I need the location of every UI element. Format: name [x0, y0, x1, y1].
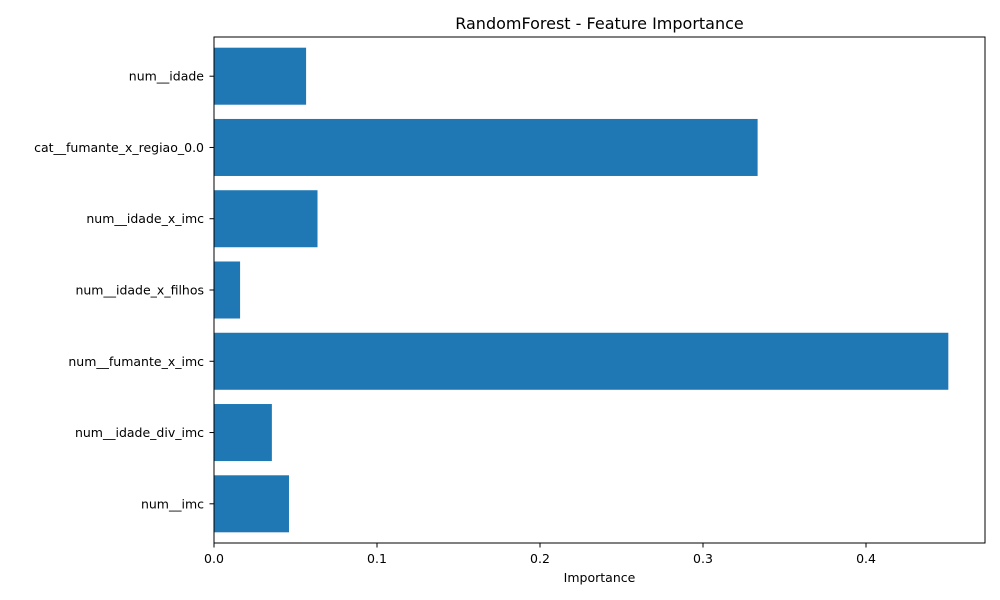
- bar-num-idade-x-filhos: [214, 261, 241, 319]
- bars-layer: [214, 47, 949, 533]
- y-tick-label: num__idade_x_imc: [86, 211, 204, 226]
- x-tick-label: 0.0: [204, 551, 224, 566]
- y-tick-label: num__idade_x_filhos: [75, 283, 204, 298]
- y-tick-label: num__imc: [141, 496, 204, 511]
- y-tick-label: cat__fumante_x_regiao_0.0: [34, 140, 204, 155]
- bar-num-fumante-x-imc: [214, 332, 949, 390]
- y-tick-label: num__fumante_x_imc: [68, 354, 204, 369]
- x-tick-label: 0.3: [693, 551, 713, 566]
- bar-num-idade-div-imc: [214, 404, 272, 462]
- bar-num-idade: [214, 47, 307, 105]
- bar-num-imc: [214, 475, 289, 533]
- y-tick-label: num__idade: [129, 69, 205, 84]
- x-tick-label: 0.1: [367, 551, 387, 566]
- x-tick-label: 0.4: [856, 551, 876, 566]
- chart-title: RandomForest - Feature Importance: [455, 14, 744, 33]
- y-tick-label: num__idade_div_imc: [75, 425, 204, 440]
- bar-num-idade-x-imc: [214, 190, 318, 248]
- x-tick-label: 0.2: [530, 551, 550, 566]
- x-axis-label: Importance: [564, 570, 636, 585]
- ticks-layer: num__idade cat__fumante_x_regiao_0.0 num__…: [34, 69, 876, 566]
- bar-cat-fumante-x-regiao-0-0: [214, 118, 758, 176]
